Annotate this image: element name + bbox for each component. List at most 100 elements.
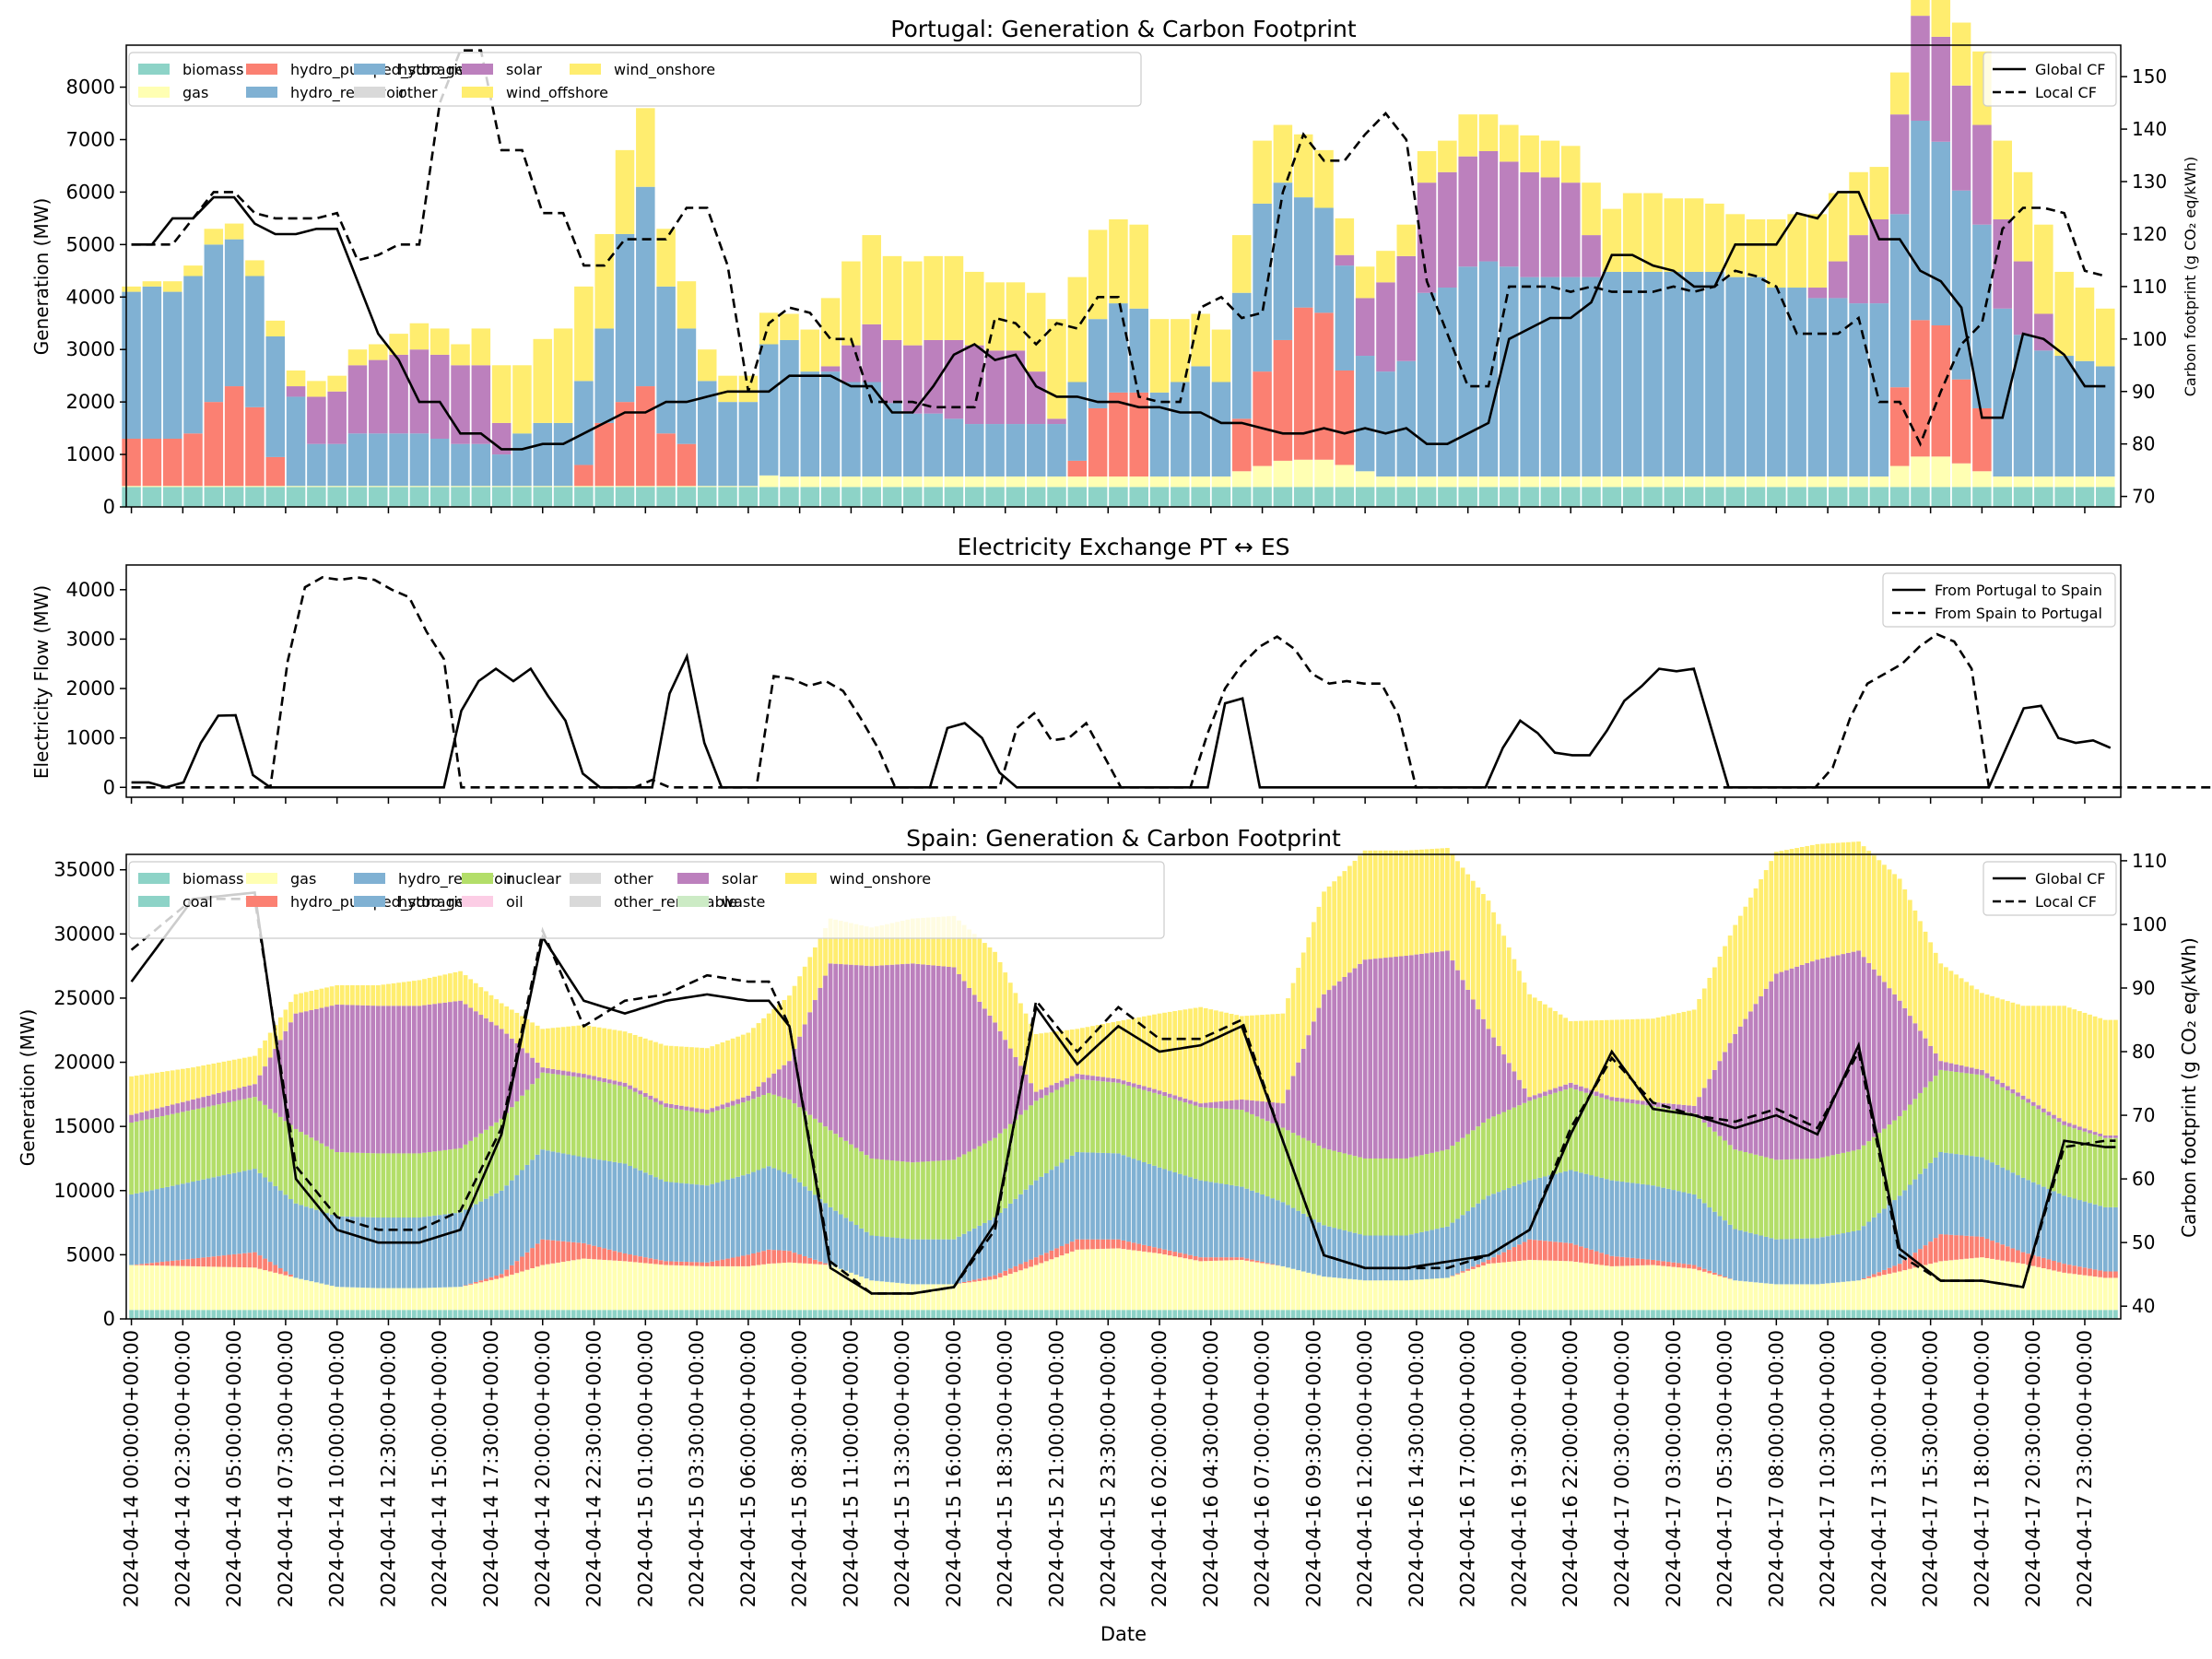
bar-hydro_river xyxy=(1583,1173,1589,1249)
bar-gas xyxy=(1579,1262,1583,1311)
bar-hydro_river xyxy=(1023,1189,1029,1263)
bar-nuclear xyxy=(582,1077,586,1158)
bar-hydro_river xyxy=(1244,1188,1250,1259)
bar-biomass xyxy=(1687,1310,1691,1319)
legend-swatch xyxy=(354,87,385,98)
bar-gas xyxy=(833,1266,839,1311)
bar-hydro_river xyxy=(1676,1191,1681,1264)
bar-hydro_pumped_storage xyxy=(2066,1265,2072,1274)
bar-biomass xyxy=(1640,1310,1645,1319)
bar-solar xyxy=(1918,1030,1923,1093)
bar-solar xyxy=(910,963,915,1163)
bar-biomass xyxy=(263,1310,267,1319)
bar-solar xyxy=(1807,288,1828,299)
bar-hydro_river xyxy=(1470,1206,1476,1267)
bar-hydro_pumped_storage xyxy=(1609,1255,1615,1266)
x-tick-label: 2024-04-16 02:00:00+00:00 xyxy=(1148,1330,1171,1607)
bar-gas xyxy=(1211,476,1231,488)
bar-hydro_pumped_storage xyxy=(217,1255,221,1267)
bar-gas xyxy=(1784,1284,1789,1311)
bar-hydro_pumped_storage xyxy=(1527,1239,1532,1260)
bar-nuclear xyxy=(1743,1152,1748,1232)
bar-wind_onshore xyxy=(1476,887,1481,1010)
bar-biomass xyxy=(1414,1310,1419,1319)
bar-hydro_river xyxy=(1897,1195,1902,1265)
bar-solar xyxy=(149,1110,155,1119)
bar-hydro_reservoir xyxy=(1725,276,1745,477)
bar-gas xyxy=(1023,1268,1029,1311)
bar-gas xyxy=(802,1263,807,1311)
bar-gas xyxy=(1026,476,1046,488)
bar-hydro_pumped_storage xyxy=(2052,1261,2056,1271)
bar-solar xyxy=(327,391,347,444)
bar-gas xyxy=(453,1287,458,1311)
bar-nuclear xyxy=(1394,1158,1398,1236)
legend-swatch xyxy=(354,896,385,907)
bar-gas xyxy=(1111,1248,1116,1311)
bar-nuclear xyxy=(2098,1135,2103,1206)
bar-biomass xyxy=(1630,1310,1635,1319)
legend-swatch xyxy=(246,64,277,75)
bar-gas xyxy=(1424,1278,1430,1311)
bar-hydro_river xyxy=(165,1186,170,1262)
bar-wind_onshore xyxy=(1136,1017,1142,1085)
bar-hydro_reservoir xyxy=(409,433,429,487)
bar-wind_onshore xyxy=(925,917,931,965)
bar-nuclear xyxy=(1948,1071,1954,1154)
bar-hydro_river xyxy=(1579,1172,1583,1247)
bar-wind_onshore xyxy=(491,365,512,423)
bar-gas xyxy=(1990,1258,1994,1311)
bar-biomass xyxy=(221,1310,227,1319)
bar-hydro_pumped_storage xyxy=(636,386,655,487)
bar-hydro_reservoir xyxy=(369,433,388,487)
bar-nuclear xyxy=(596,1080,602,1160)
bar-gas xyxy=(606,1260,612,1311)
bar-hydro_reservoir xyxy=(553,422,573,487)
bar-wind_onshore xyxy=(206,1064,211,1096)
bar-solar xyxy=(2026,1099,2030,1103)
bar-gas xyxy=(843,1270,849,1311)
bar-hydro_pumped_storage xyxy=(1948,1234,1954,1261)
bar-solar xyxy=(971,994,977,1149)
bar-hydro_reservoir xyxy=(162,291,182,439)
bar-biomass xyxy=(1100,1310,1106,1319)
bar-solar xyxy=(882,339,902,404)
bar-wind_onshore xyxy=(375,985,381,1006)
bar-nuclear xyxy=(365,1153,371,1218)
es-yr-tick-label: 90 xyxy=(2132,977,2155,999)
bar-hydro_river xyxy=(730,1178,735,1258)
bar-hydro_reservoir xyxy=(2034,350,2053,477)
bar-hydro_river xyxy=(812,1194,818,1260)
bar-biomass xyxy=(175,1310,181,1319)
bar-hydro_pumped_storage xyxy=(1003,1270,1008,1277)
bar-hydro_river xyxy=(241,1171,247,1253)
bar-nuclear xyxy=(134,1121,139,1194)
bar-hydro_river xyxy=(1280,1202,1286,1266)
bar-hydro_pumped_storage xyxy=(535,1243,540,1267)
bar-biomass xyxy=(1047,487,1066,507)
bar-hydro_reservoir xyxy=(1458,266,1477,477)
spain-y-label-right: Carbon footprint (g CO₂ eq/kWh) xyxy=(2178,937,2200,1238)
bar-gas xyxy=(1882,1275,1887,1311)
bar-hydro_pumped_storage xyxy=(1655,1260,1661,1266)
bar-hydro_river xyxy=(1773,1239,1779,1285)
bar-nuclear xyxy=(1723,1140,1727,1221)
bar-hydro_pumped_storage xyxy=(144,1263,149,1265)
bar-wind_onshore xyxy=(668,1045,674,1104)
bar-gas xyxy=(1398,1280,1404,1311)
bar-gas xyxy=(1933,1262,1938,1311)
bar-gas xyxy=(1589,1264,1594,1311)
local-cf-line xyxy=(131,49,2106,447)
bar-nuclear xyxy=(1198,1107,1204,1181)
bar-wind_onshore xyxy=(1214,1010,1218,1102)
pt-yr-tick-label: 70 xyxy=(2132,486,2155,508)
bar-hydro_pumped_storage xyxy=(1944,1234,1948,1261)
bar-wind_onshore xyxy=(1625,1019,1630,1100)
bar-gas xyxy=(134,1265,139,1311)
bar-gas xyxy=(2030,1265,2036,1311)
bar-wind_onshore xyxy=(313,989,319,1009)
bar-wind_onshore xyxy=(468,979,474,1008)
bar-hydro_river xyxy=(1440,1227,1445,1278)
bar-hydro_river xyxy=(1630,1182,1635,1258)
bar-hydro_river xyxy=(1286,1205,1290,1268)
